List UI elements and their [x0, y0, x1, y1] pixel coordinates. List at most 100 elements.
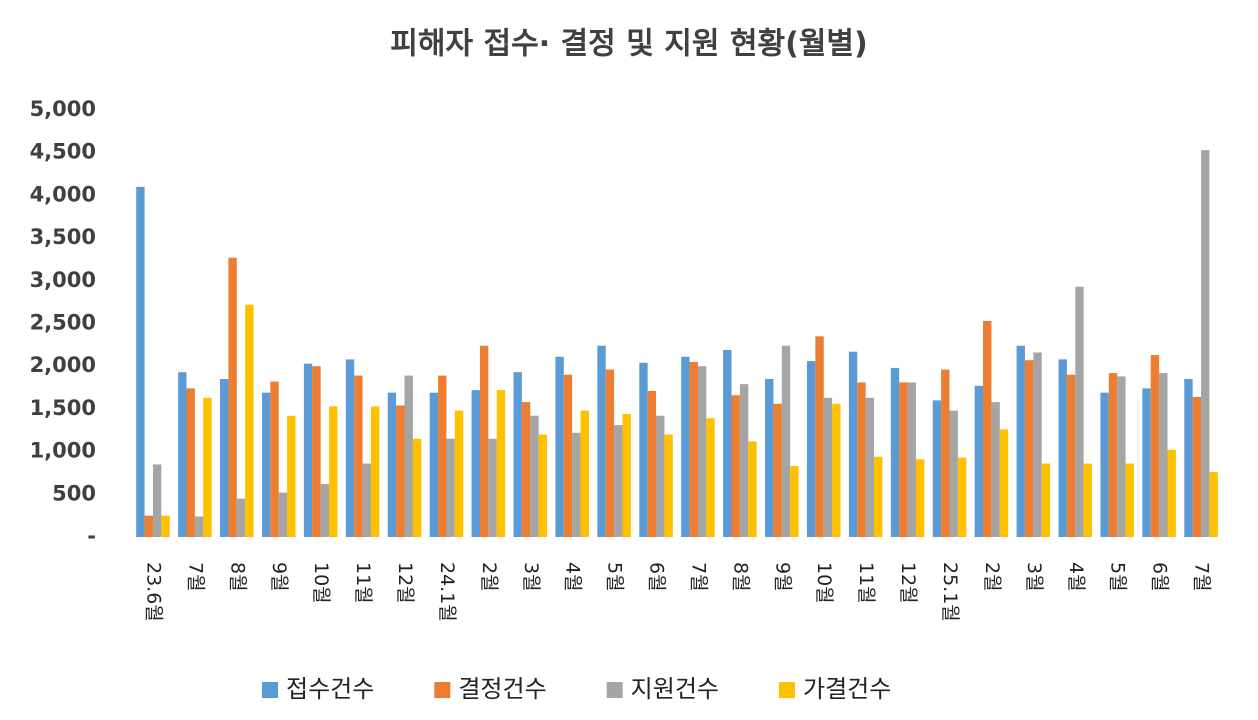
- legend-swatch: [606, 682, 623, 698]
- bar: [320, 484, 330, 537]
- bar: [957, 457, 967, 537]
- legend-label: 결정건수: [458, 675, 546, 703]
- bar: [865, 397, 875, 537]
- bar: [974, 385, 984, 537]
- bar: [731, 395, 740, 537]
- bar: [941, 369, 950, 537]
- x-tick-label: 12월: [394, 562, 416, 604]
- bar: [563, 374, 573, 537]
- bar: [991, 402, 1000, 537]
- bar: [496, 390, 506, 537]
- bar: [538, 434, 548, 537]
- bar: [261, 392, 271, 537]
- bar: [723, 349, 732, 537]
- bar: [1192, 396, 1202, 537]
- bar: [806, 361, 816, 537]
- x-tick-label: 7월: [687, 562, 709, 592]
- bar: [1024, 360, 1034, 537]
- y-tick-label: 2,500: [30, 311, 96, 335]
- bar: [312, 366, 321, 537]
- y-tick-label: 1,500: [30, 396, 96, 420]
- bar: [790, 466, 799, 537]
- bar: [823, 397, 833, 537]
- legend-swatch: [778, 682, 795, 698]
- legend-label: 지원건수: [631, 675, 719, 703]
- bar: [1083, 463, 1093, 537]
- bar: [1108, 373, 1118, 537]
- x-tick-label: 6월: [646, 562, 668, 592]
- x-tick-label: 2월: [478, 562, 500, 592]
- x-tick-label: 4월: [562, 562, 584, 592]
- bar: [1125, 463, 1134, 537]
- bar: [572, 432, 581, 537]
- bar: [597, 345, 606, 537]
- legend-label: 접수건수: [286, 675, 374, 703]
- bar: [932, 400, 942, 537]
- bar: [832, 403, 841, 537]
- bar: [1167, 449, 1176, 537]
- bar: [404, 375, 413, 537]
- x-tick-label: 6월: [1149, 562, 1171, 592]
- bar: [278, 492, 288, 537]
- bar: [1209, 472, 1218, 537]
- x-tick-label: 4월: [1065, 562, 1087, 592]
- bar: [1016, 345, 1025, 537]
- bar: [907, 382, 916, 537]
- x-tick-label: 25.1월: [939, 562, 961, 622]
- bar: [161, 515, 170, 537]
- bar: [530, 415, 539, 537]
- bar: [144, 515, 153, 537]
- bar: [178, 372, 187, 537]
- bar: [983, 320, 992, 537]
- bar: [1201, 150, 1210, 537]
- bar: [1184, 379, 1193, 537]
- bar: [639, 362, 648, 537]
- y-tick-label: 2,000: [30, 353, 96, 377]
- bar: [396, 405, 405, 537]
- y-tick-label: 4,500: [30, 140, 96, 164]
- chart-title: 피해자 접수· 결정 및 지원 현황(월별): [390, 27, 867, 62]
- y-tick-label: 1,000: [30, 439, 96, 463]
- bar: [1075, 286, 1084, 537]
- bar: [228, 257, 237, 537]
- bar: [446, 438, 455, 537]
- bar: [815, 336, 824, 537]
- bar: [362, 463, 371, 537]
- y-tick-label: 4,000: [30, 182, 96, 206]
- bar: [999, 429, 1009, 537]
- bar: [203, 397, 212, 537]
- x-tick-label: 2월: [981, 562, 1003, 592]
- bar: [580, 410, 589, 537]
- bar: [622, 414, 631, 537]
- bar: [706, 418, 715, 537]
- x-tick-label: 11월: [352, 562, 374, 604]
- bar: [647, 390, 657, 537]
- bar: [521, 402, 531, 537]
- x-tick-label: 12월: [897, 562, 919, 604]
- bar: [370, 406, 380, 537]
- x-tick-label: 10월: [310, 562, 332, 604]
- y-tick-label: 5,000: [30, 97, 96, 121]
- bar: [479, 345, 489, 537]
- x-tick-label: 7월: [1191, 562, 1213, 592]
- x-tick-label: 7월: [184, 562, 206, 592]
- bar: [949, 410, 958, 537]
- bar: [773, 403, 782, 537]
- bar: [454, 410, 464, 537]
- bar: [664, 434, 673, 537]
- bar: [605, 369, 615, 537]
- bar: [513, 372, 522, 537]
- x-tick-label: 5월: [1107, 562, 1129, 592]
- y-tick-label: -: [87, 524, 96, 548]
- bar: [412, 438, 422, 537]
- bar: [1100, 392, 1109, 537]
- bar: [1066, 374, 1076, 537]
- bar: [329, 406, 338, 537]
- bar: [429, 392, 439, 537]
- bar: [697, 366, 707, 537]
- bar: [186, 388, 195, 537]
- bar: [194, 516, 204, 537]
- bar: [471, 390, 480, 537]
- bar: [1150, 355, 1160, 537]
- bar: [387, 392, 397, 537]
